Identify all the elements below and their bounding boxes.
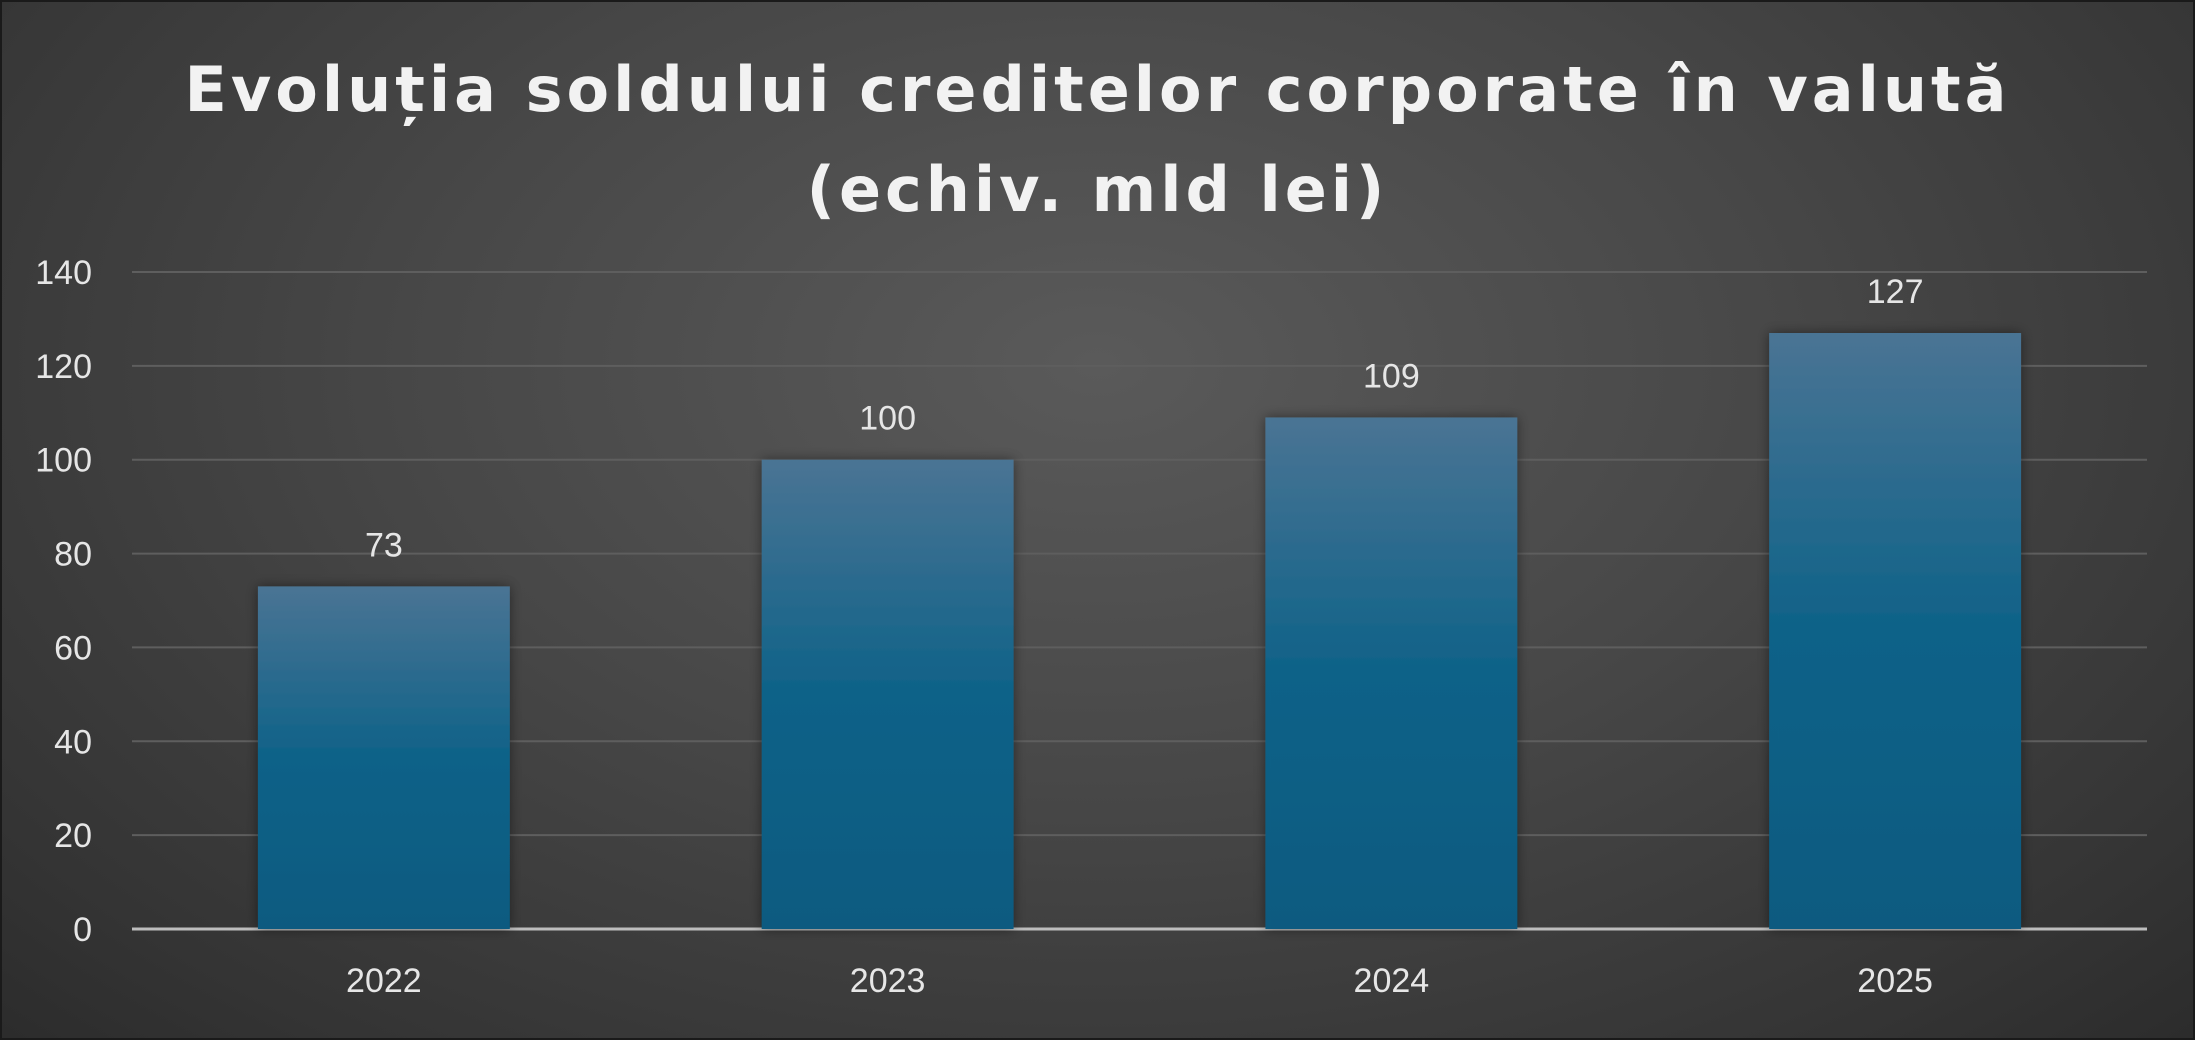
bar-2024 bbox=[1265, 417, 1518, 929]
y-tick-label: 40 bbox=[54, 723, 92, 761]
x-tick-label-2022: 2022 bbox=[346, 962, 422, 1000]
chart-title-line-2: (echiv. mld lei) bbox=[806, 153, 1389, 226]
x-tick-label-2025: 2025 bbox=[1857, 962, 1933, 1000]
x-axis: 2022 2023 2024 2025 bbox=[346, 962, 1933, 1000]
bar-2025 bbox=[1769, 333, 2022, 929]
chart-title: Evoluția soldului creditelor corporate î… bbox=[2, 40, 2193, 240]
data-labels: 73 100 109 127 bbox=[365, 273, 1924, 564]
y-tick-label: 20 bbox=[54, 817, 92, 855]
data-label-2022: 73 bbox=[365, 526, 403, 564]
y-tick-label: 60 bbox=[54, 629, 92, 667]
y-axis: 0 20 40 60 80 100 120 140 bbox=[35, 254, 92, 949]
x-tick-label-2023: 2023 bbox=[850, 962, 926, 1000]
bar-2023 bbox=[761, 459, 1014, 929]
data-label-2023: 100 bbox=[859, 400, 916, 438]
x-tick-label-2024: 2024 bbox=[1354, 962, 1430, 1000]
bars bbox=[257, 333, 2022, 929]
data-label-2024: 109 bbox=[1363, 357, 1420, 395]
chart-title-line-1: Evoluția soldului creditelor corporate î… bbox=[184, 53, 2011, 126]
y-tick-label: 0 bbox=[73, 911, 92, 949]
y-tick-label: 100 bbox=[35, 442, 92, 480]
bar-2022 bbox=[257, 586, 510, 929]
y-tick-label: 140 bbox=[35, 254, 92, 292]
data-label-2025: 127 bbox=[1867, 273, 1924, 311]
y-tick-label: 120 bbox=[35, 348, 92, 386]
y-tick-label: 80 bbox=[54, 536, 92, 574]
